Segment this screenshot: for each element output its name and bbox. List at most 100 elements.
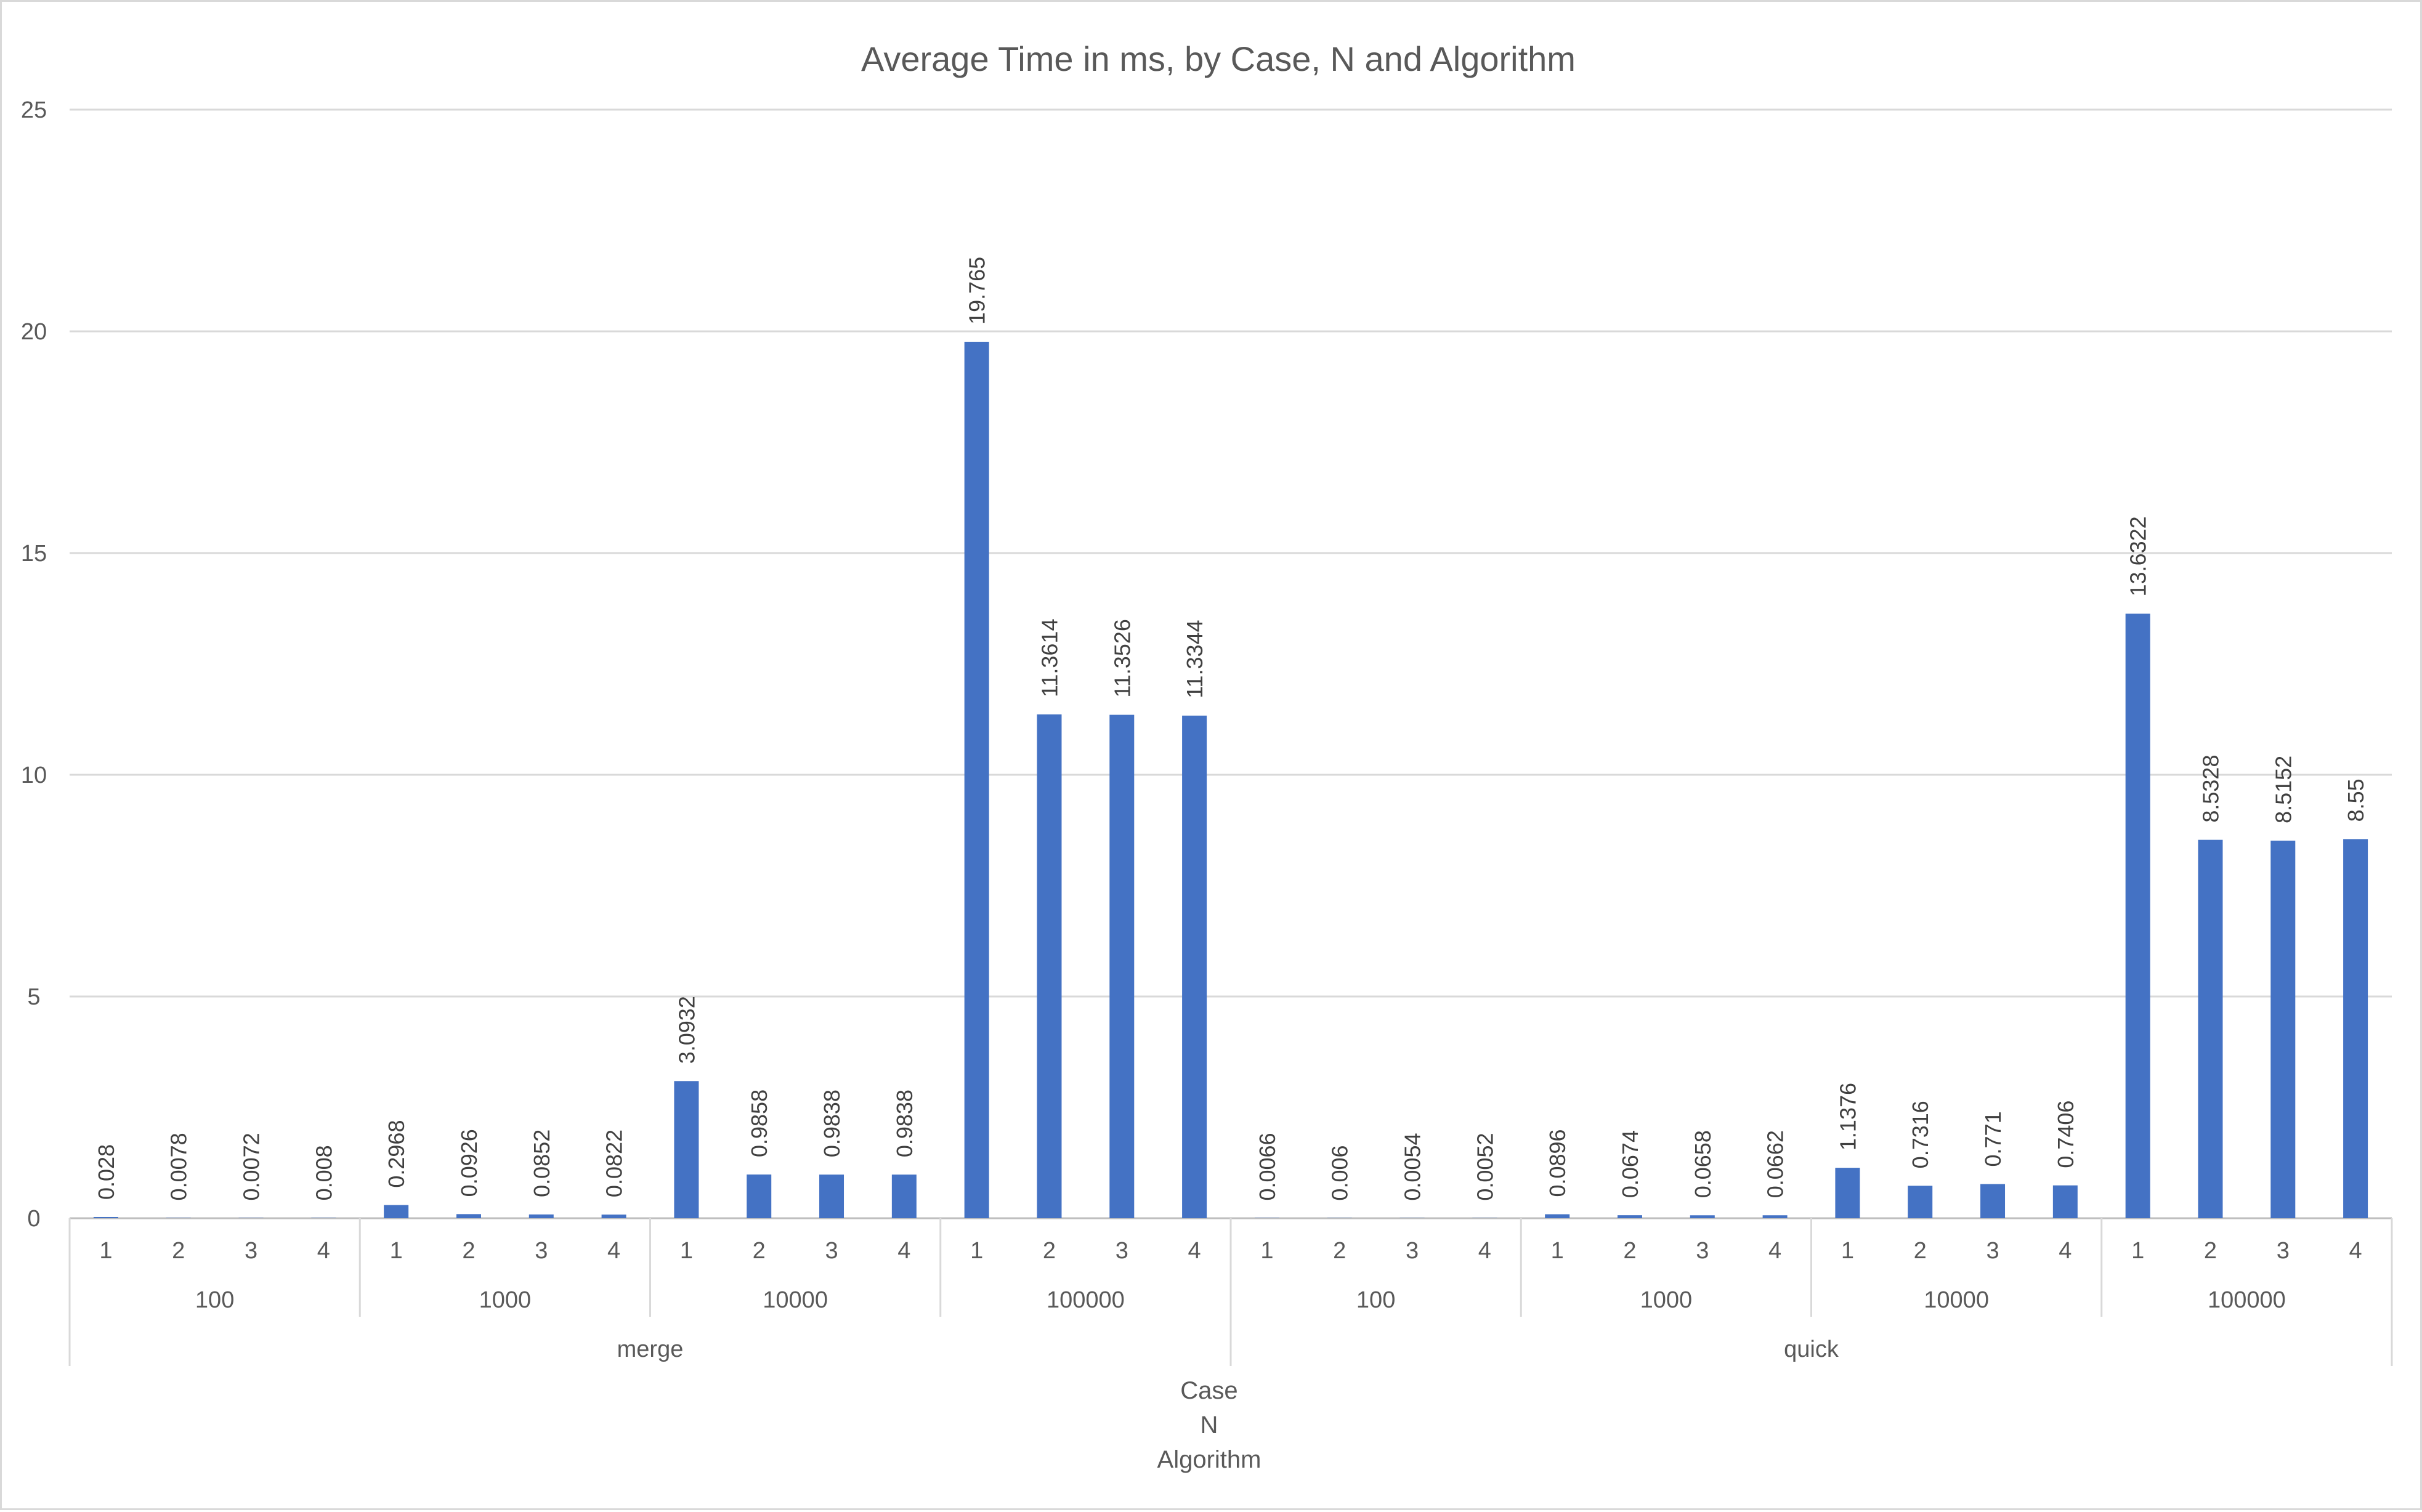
x-tick-case: 2 bbox=[1333, 1238, 1346, 1264]
x-tick-case: 2 bbox=[1043, 1238, 1056, 1264]
x-tick-case: 4 bbox=[607, 1238, 620, 1264]
x-tick-n: 100000 bbox=[2208, 1287, 2286, 1313]
bar bbox=[747, 1174, 771, 1218]
bar bbox=[94, 1217, 118, 1218]
bars bbox=[94, 342, 2368, 1218]
data-label: 0.0852 bbox=[529, 1130, 554, 1197]
data-label: 0.0896 bbox=[1545, 1129, 1570, 1197]
data-label: 0.7316 bbox=[1908, 1101, 1933, 1168]
data-label: 11.3344 bbox=[1182, 620, 1207, 698]
x-tick-case: 2 bbox=[2204, 1238, 2217, 1264]
y-tick-label: 0 bbox=[27, 1206, 40, 1232]
data-label: 8.55 bbox=[2343, 778, 2368, 822]
y-tick-label: 15 bbox=[21, 541, 47, 567]
data-label: 11.3526 bbox=[1109, 619, 1135, 697]
x-tick-case: 2 bbox=[172, 1238, 185, 1264]
bar bbox=[2270, 841, 2295, 1218]
x-tick-case: 4 bbox=[2349, 1238, 2362, 1264]
bar bbox=[529, 1215, 554, 1218]
x-tick-case: 4 bbox=[1478, 1238, 1491, 1264]
x-tick-case: 1 bbox=[390, 1238, 403, 1264]
data-label: 0.006 bbox=[1327, 1145, 1353, 1200]
bar bbox=[602, 1215, 626, 1218]
data-label: 0.9858 bbox=[747, 1090, 772, 1157]
x-tick-case: 3 bbox=[1406, 1238, 1419, 1264]
data-label: 0.0078 bbox=[166, 1133, 192, 1200]
x-tick-case: 2 bbox=[1914, 1238, 1927, 1264]
data-label: 1.1376 bbox=[1835, 1083, 1860, 1150]
bar bbox=[1690, 1215, 1715, 1218]
x-axis-title-line: Algorithm bbox=[1157, 1446, 1262, 1473]
gridlines bbox=[70, 110, 2392, 1218]
x-tick-case: 3 bbox=[1116, 1238, 1128, 1264]
data-label: 0.0072 bbox=[239, 1133, 264, 1200]
y-tick-label: 5 bbox=[27, 984, 40, 1010]
x-tick-n: 100000 bbox=[1047, 1287, 1125, 1313]
x-tick-case: 3 bbox=[245, 1238, 257, 1264]
data-label: 0.0926 bbox=[456, 1129, 482, 1197]
x-axis-title: Case N Algorithm bbox=[1157, 1377, 1262, 1473]
bar bbox=[1545, 1215, 1569, 1218]
x-axis-title-line: Case bbox=[1180, 1377, 1237, 1404]
bar bbox=[1618, 1215, 1642, 1218]
bar bbox=[965, 342, 989, 1218]
bar bbox=[384, 1205, 408, 1218]
data-label: 0.028 bbox=[94, 1144, 119, 1200]
x-tick-case: 4 bbox=[2059, 1238, 2072, 1264]
x-tick-case: 3 bbox=[1986, 1238, 1999, 1264]
x-tick-case: 2 bbox=[753, 1238, 766, 1264]
data-label: 0.0662 bbox=[1763, 1130, 1788, 1198]
data-label: 0.0054 bbox=[1400, 1133, 1425, 1201]
data-label: 13.6322 bbox=[2126, 516, 2151, 596]
x-tick-case: 4 bbox=[897, 1238, 910, 1264]
data-label: 0.0066 bbox=[1255, 1133, 1280, 1200]
data-label: 8.5152 bbox=[2270, 756, 2296, 823]
x-tick-case: 4 bbox=[317, 1238, 330, 1264]
chart-title: Average Time in ms, by Case, N and Algor… bbox=[861, 39, 1576, 78]
data-label: 0.7406 bbox=[2053, 1101, 2078, 1168]
data-label: 0.0052 bbox=[1472, 1133, 1497, 1201]
data-label: 8.5328 bbox=[2198, 755, 2223, 823]
data-label: 0.9838 bbox=[892, 1090, 917, 1157]
bar bbox=[1037, 714, 1061, 1218]
x-tick-n: 10000 bbox=[763, 1287, 828, 1313]
data-label: 0.0658 bbox=[1690, 1130, 1715, 1198]
data-label: 11.3614 bbox=[1037, 619, 1062, 697]
x-tick-case: 3 bbox=[1696, 1238, 1709, 1264]
data-label: 0.008 bbox=[311, 1145, 336, 1200]
x-tick-case: 3 bbox=[825, 1238, 838, 1264]
x-tick-case: 1 bbox=[970, 1238, 983, 1264]
bar bbox=[1835, 1168, 1860, 1218]
data-label: 19.765 bbox=[965, 257, 990, 325]
x-axis-title-line: N bbox=[1201, 1412, 1218, 1439]
data-label: 0.771 bbox=[1980, 1111, 2006, 1166]
x-tick-algorithm: quick bbox=[1784, 1336, 1839, 1362]
x-tick-case: 3 bbox=[535, 1238, 548, 1264]
bar bbox=[2053, 1186, 2078, 1218]
x-tick-case: 1 bbox=[1260, 1238, 1273, 1264]
bar bbox=[892, 1174, 917, 1218]
bar bbox=[1980, 1184, 2005, 1218]
bar bbox=[456, 1214, 481, 1218]
x-tick-n: 100 bbox=[195, 1287, 234, 1313]
data-label: 3.0932 bbox=[674, 996, 699, 1064]
y-tick-label: 10 bbox=[21, 762, 47, 788]
bar bbox=[2198, 840, 2222, 1218]
x-tick-case: 1 bbox=[2131, 1238, 2144, 1264]
x-tick-case: 4 bbox=[1188, 1238, 1201, 1264]
bar bbox=[2126, 613, 2150, 1218]
bar bbox=[2343, 839, 2368, 1218]
data-label: 0.0674 bbox=[1618, 1130, 1643, 1198]
x-tick-case: 1 bbox=[680, 1238, 693, 1264]
y-tick-label: 20 bbox=[21, 319, 47, 345]
x-tick-case: 2 bbox=[1623, 1238, 1636, 1264]
bar bbox=[1109, 715, 1134, 1218]
data-label: 0.9838 bbox=[819, 1090, 844, 1157]
x-tick-n: 1000 bbox=[1640, 1287, 1693, 1313]
bar bbox=[674, 1081, 699, 1218]
